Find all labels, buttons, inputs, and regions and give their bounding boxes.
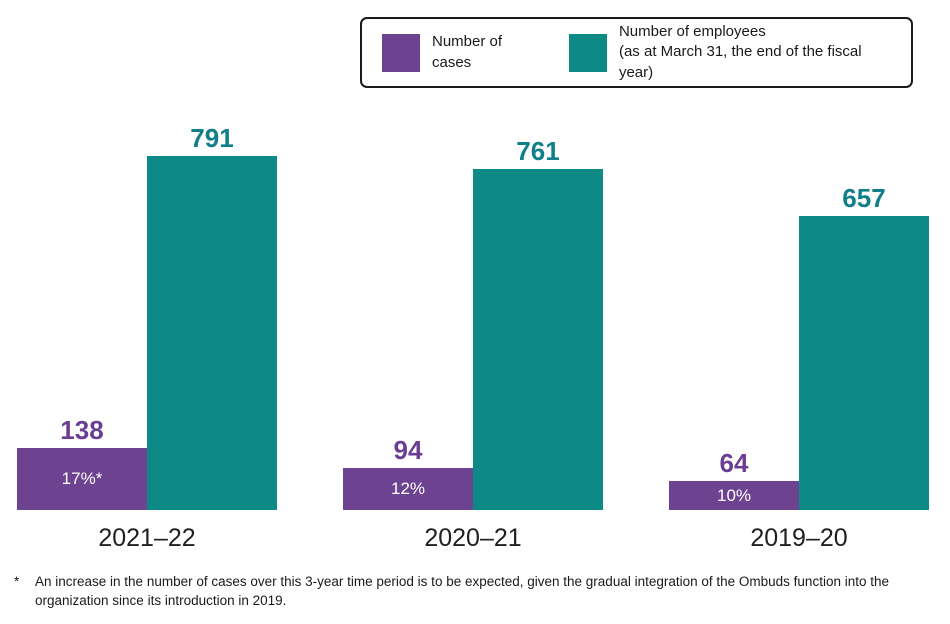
legend-item-employees: Number of employees (as at March 31, the… [568, 22, 891, 83]
legend-label-cases: Number of cases [432, 33, 503, 71]
category-label: 2021–22 [98, 524, 196, 552]
cases-value-label: 94 [393, 435, 423, 465]
footnote-marker: * [14, 574, 20, 589]
bar-group: 12% 94 761 2020–21 [343, 0, 603, 552]
plot-area: 17%* 138 791 2021–22 12% 94 761 2020–21 10% 64 657… [17, 0, 929, 552]
cases-bar: 10% [669, 481, 799, 510]
legend-label-employees: Number of employees (as at March 31, the… [618, 23, 862, 81]
footnote-text: An increase in the number of cases over … [35, 574, 889, 608]
chart-legend: Number of cases Number of employees (as … [360, 17, 913, 88]
employees-value-label: 761 [516, 136, 560, 166]
cases-bar: 12% [343, 468, 473, 510]
category-label: 2019–20 [750, 524, 848, 552]
employees-bar [147, 156, 277, 510]
footnote: * An increase in the number of cases ove… [14, 573, 927, 610]
category-label: 2020–21 [424, 524, 522, 552]
employees-bar [799, 216, 929, 510]
cases-bar: 17%* [17, 448, 147, 510]
bar-group: 10% 64 657 2019–20 [669, 0, 929, 552]
cases-swatch [382, 33, 420, 72]
employees-bar [473, 169, 603, 510]
employees-swatch [568, 33, 607, 72]
cases-percent-label: 10% [716, 485, 752, 505]
cases-value-label: 64 [719, 448, 749, 478]
employees-value-label: 657 [842, 183, 886, 213]
employees-value-label: 791 [190, 123, 234, 153]
cases-percent-label: 12% [390, 479, 426, 498]
legend-item-cases: Number of cases [382, 32, 541, 73]
bar-group: 17%* 138 791 2021–22 [17, 0, 277, 552]
cases-percent-label: 17%* [61, 469, 103, 488]
cases-value-label: 138 [60, 415, 104, 445]
